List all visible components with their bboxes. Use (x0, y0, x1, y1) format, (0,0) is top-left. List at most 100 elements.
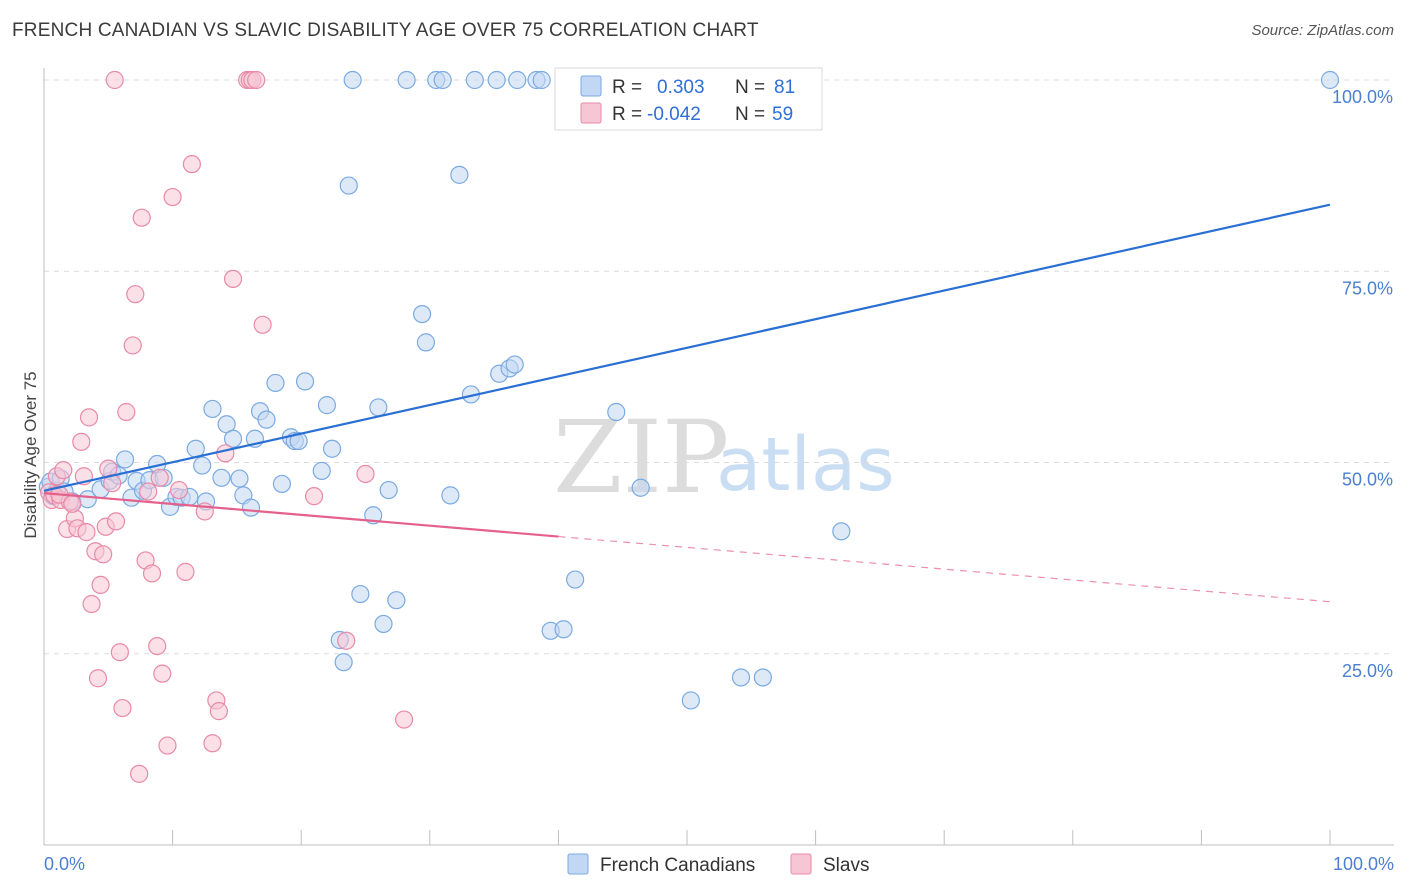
point-slavs (158, 736, 177, 755)
point-french-canadians (753, 668, 772, 687)
point-french-canadians (631, 478, 650, 497)
point-slavs (117, 402, 136, 422)
point-slavs (91, 575, 110, 595)
legend-swatch-french-canadians (580, 75, 602, 97)
point-slavs (113, 698, 132, 718)
point-slavs (203, 734, 222, 753)
point-slavs (54, 461, 73, 480)
point-french-canadians (681, 691, 700, 710)
watermark: ZIP atlas (553, 399, 895, 516)
point-slavs (105, 70, 124, 90)
legend-r-label-1: R = (612, 104, 642, 125)
x-tick-label-max: 100.0% (1333, 854, 1394, 874)
point-french-canadians (115, 450, 135, 469)
trend-line-french-canadians (43, 203, 1331, 492)
series-legend: French Canadians Slavs (567, 853, 869, 876)
point-french-canadians (416, 333, 436, 352)
legend-r-value-0: 0.303 (657, 77, 705, 98)
point-french-canadians (322, 439, 342, 458)
point-slavs (253, 315, 272, 334)
series-french-canadians (38, 70, 1340, 710)
trend-line-slavs (43, 492, 559, 538)
point-french-canadians (193, 456, 212, 475)
point-french-canadians (212, 468, 231, 487)
x-tick-labels: 0.0% 100.0% (44, 854, 1394, 874)
point-slavs (337, 631, 356, 650)
bottom-legend-label-slavs: Slavs (823, 855, 869, 876)
point-slavs (223, 269, 243, 288)
point-french-canadians (554, 620, 573, 639)
point-french-canadians (441, 486, 460, 505)
point-french-canadians (230, 469, 249, 488)
trend-lines (43, 203, 1331, 603)
chart-title: FRENCH CANADIAN VS SLAVIC DISABILITY AGE… (12, 20, 759, 41)
point-french-canadians (295, 372, 315, 391)
bottom-legend-swatch-slavs (790, 853, 812, 875)
point-french-canadians (317, 396, 337, 415)
y-tick-label-75: 75.0% (1342, 278, 1393, 298)
point-french-canadians (412, 304, 432, 324)
series-slavs (40, 70, 414, 783)
point-slavs (77, 523, 96, 542)
legend-n-label-0: N = (735, 77, 765, 98)
bottom-legend-label-french-canadians: French Canadians (600, 855, 755, 876)
point-french-canadians (508, 70, 527, 90)
y-tick-label-50: 50.0% (1342, 470, 1393, 490)
point-slavs (94, 545, 113, 564)
point-french-canadians (487, 70, 506, 90)
point-french-canadians (241, 498, 261, 517)
point-french-canadians (465, 70, 484, 90)
bottom-legend-swatch-french-canadians (567, 853, 589, 875)
point-french-canadians (433, 70, 452, 90)
point-slavs (394, 710, 414, 729)
point-french-canadians (387, 591, 406, 610)
watermark-zip: ZIP (553, 399, 729, 516)
point-slavs (88, 669, 108, 688)
point-slavs (132, 208, 151, 227)
point-slavs (82, 594, 101, 614)
point-slavs (176, 562, 195, 581)
watermark-atlas: atlas (716, 422, 895, 508)
point-french-canadians (532, 70, 551, 90)
point-french-canadians (257, 410, 276, 429)
point-slavs (182, 155, 201, 174)
point-french-canadians (223, 429, 243, 448)
point-french-canadians (1320, 70, 1340, 90)
point-slavs (148, 636, 167, 656)
point-slavs (304, 487, 324, 506)
point-slavs (123, 336, 142, 355)
point-french-canadians (607, 402, 626, 422)
legend-r-label-0: R = (612, 77, 642, 98)
axes (43, 68, 1394, 846)
point-slavs (130, 764, 149, 783)
point-french-canadians (379, 480, 398, 500)
stats-legend: R = 0.303 N = 81 R = -0.042 N = 59 (554, 67, 823, 131)
point-french-canadians (731, 668, 751, 687)
point-french-canadians (374, 614, 393, 634)
point-slavs (209, 702, 228, 721)
point-french-canadians (266, 373, 285, 393)
point-french-canadians (566, 570, 585, 589)
gridlines (44, 79, 1394, 655)
point-slavs (126, 285, 145, 304)
point-slavs (216, 444, 235, 463)
legend-n-value-1: 59 (772, 104, 793, 125)
point-french-canadians (334, 653, 353, 672)
point-slavs (247, 70, 266, 90)
point-french-canadians (397, 70, 416, 90)
point-slavs (163, 187, 182, 207)
source-label: Source: ZipAtlas.com (1251, 22, 1394, 39)
point-slavs (63, 494, 82, 513)
point-slavs (169, 480, 189, 500)
point-french-canadians (505, 355, 524, 374)
point-french-canadians (312, 461, 331, 481)
point-french-canadians (343, 70, 362, 90)
y-tick-label-100: 100.0% (1332, 87, 1393, 107)
point-french-canadians (369, 398, 388, 417)
y-axis-label: Disability Age Over 75 (21, 371, 40, 538)
point-french-canadians (289, 431, 308, 451)
x-tick-label-min: 0.0% (44, 854, 85, 874)
point-slavs (72, 432, 91, 451)
point-slavs (142, 564, 162, 583)
